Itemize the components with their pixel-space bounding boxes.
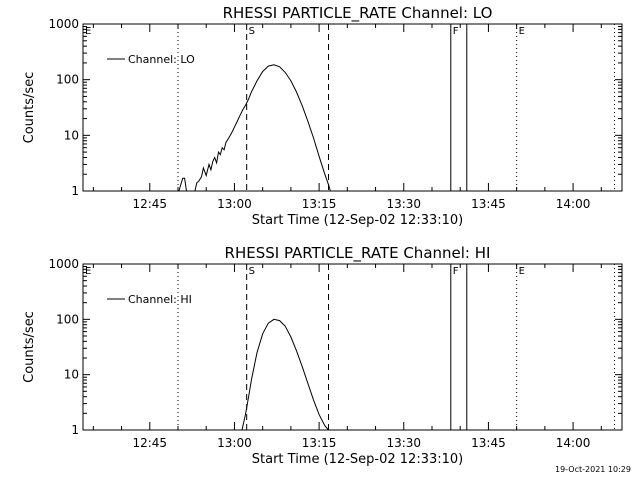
y-tick-label: 1: [71, 423, 79, 437]
y-tick-label: 1: [71, 184, 79, 198]
y-tick-label: 100: [56, 73, 79, 87]
y-tick-label: 1000: [48, 17, 79, 31]
x-axis-label: Start Time (12-Sep-02 12:33:10): [252, 213, 463, 228]
print-timestamp: 19-Oct-2021 10:29: [555, 465, 631, 474]
plot-frame: [82, 263, 623, 431]
event-marker-label: E: [519, 266, 525, 277]
plot-frame: [82, 23, 623, 192]
legend-label: Channel: LO: [128, 53, 195, 66]
x-tick-label: 13:45: [471, 436, 506, 450]
x-tick-label: 13:30: [386, 436, 421, 450]
y-tick-label: 1000: [48, 257, 79, 271]
x-tick-label: 13:00: [217, 436, 252, 450]
x-axis-label: Start Time (12-Sep-02 12:33:10): [252, 452, 463, 467]
x-tick-label: 12:45: [132, 436, 167, 450]
x-tick-label: 13:00: [217, 197, 252, 211]
x-tick-label: 14:00: [556, 436, 591, 450]
event-marker-label: F: [453, 26, 459, 37]
y-axis-label: Counts/sec: [22, 311, 37, 383]
x-tick-label: 13:45: [471, 197, 506, 211]
event-marker-label: S: [249, 26, 255, 37]
y-tick-label: 100: [56, 312, 79, 326]
event-marker-label: E: [85, 26, 91, 37]
chart-title: RHESSI PARTICLE_RATE Channel: HI: [225, 244, 491, 263]
y-tick-label: 10: [64, 368, 79, 382]
x-tick-label: 13:15: [302, 436, 337, 450]
series-line: [194, 64, 331, 192]
legend-label: Channel: HI: [128, 293, 192, 306]
event-marker-label: E: [85, 266, 91, 277]
x-tick-label: 14:00: [556, 197, 591, 211]
series-line: [241, 318, 329, 431]
event-marker-label: S: [249, 266, 255, 277]
x-tick-label: 13:30: [386, 197, 421, 211]
x-tick-label: 13:15: [302, 197, 337, 211]
y-tick-label: 10: [64, 128, 79, 142]
event-marker-label: E: [519, 26, 525, 37]
x-tick-label: 12:45: [132, 197, 167, 211]
y-axis-label: Counts/sec: [22, 72, 37, 144]
series-line: [178, 177, 187, 192]
chart-title: RHESSI PARTICLE_RATE Channel: LO: [223, 4, 493, 23]
event-marker-label: F: [453, 266, 459, 277]
